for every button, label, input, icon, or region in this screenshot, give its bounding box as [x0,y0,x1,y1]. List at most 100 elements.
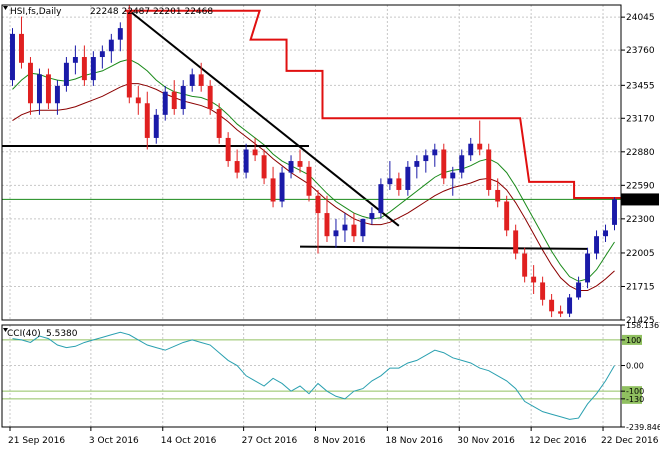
candle-body [279,172,285,202]
candle-body [153,114,159,138]
cci-label: CCI(40) [7,329,41,339]
candle-body [531,276,537,283]
candle-body [261,155,267,179]
y-tick-label: 23170 [626,114,655,124]
candle-body [171,91,177,110]
candle-body [549,299,555,312]
y-tick-label: 22880 [626,148,655,158]
y-tick-label: 23760 [626,46,655,56]
cci-line [12,331,615,420]
candle-body [162,91,168,115]
cci-tick-label: 100 [626,336,641,345]
candle-body [603,230,608,237]
candle-body [90,57,96,81]
candle-body [486,149,492,190]
candle-body [288,161,294,173]
candle-body [378,184,384,214]
resistance-step-line [124,9,628,200]
candle-body [477,143,483,150]
y-tick-label: 21715 [626,282,655,292]
candle-body [306,166,312,196]
candle-body [441,149,447,179]
y-tick-label: 22005 [626,249,655,259]
candle-body [252,149,258,156]
collapse-arrow-icon [3,6,8,10]
candle-body [585,253,591,283]
cci-collapse-arrow-icon [3,328,8,332]
candle-body [459,155,465,173]
candle-body [27,62,33,104]
cci-value: 5.5380 [46,329,78,339]
x-tick-label: 21 Sep 2016 [8,436,65,446]
candle-body [45,74,51,104]
candle-body [351,224,357,237]
candle-body [504,201,510,231]
candle-body [198,74,204,86]
candle-body [243,149,249,173]
x-tick-label: 30 Nov 2016 [457,436,515,446]
candle-body [72,57,78,63]
downtrend-line [128,9,400,227]
candle-body [558,311,564,314]
candle-body [333,230,339,237]
candle-body [369,213,375,219]
candle-body [234,161,240,173]
candle-body [207,85,213,110]
cci-tick-label: -130 [626,395,644,404]
candle-body [99,51,105,58]
y-tick-label: 24045 [626,13,655,23]
candle-body [360,218,366,237]
cci-level-tag [622,386,642,397]
candle-body [315,195,321,214]
candle-body [36,74,42,104]
candle-body [432,149,438,156]
candle-body [468,143,474,156]
candle-body [180,85,186,110]
candle-body [396,178,402,190]
cci-level-tag [622,393,642,404]
x-tick-label: 27 Oct 2016 [242,436,298,446]
candle-body [540,282,546,300]
last-price-tag [621,193,659,206]
candle-body [216,109,222,138]
candle-body [414,161,420,167]
candle-body [495,189,501,202]
candle-body [10,33,15,81]
candle-body [450,172,456,179]
candle-body [270,178,276,202]
ma-fast-line [12,58,615,282]
candle-body [576,282,582,298]
ma-slow-line [12,83,615,292]
candle-body [63,62,69,86]
cci-tick-label: 0.00 [626,362,644,371]
y-tick-label: 22590 [626,181,655,191]
y-tick-label: 21425 [626,316,655,326]
ohlc-values: 22248 22487 22201 22468 [90,7,213,17]
x-tick-label: 12 Dec 2016 [529,436,587,446]
candle-body [117,28,123,40]
candle-body [423,155,429,162]
last-price-label: 22468 [624,195,653,205]
x-tick-label: 3 Oct 2016 [89,436,139,446]
candle-body [54,85,60,104]
candle-body [297,161,303,167]
candle-body [387,178,393,185]
candle-body [405,166,411,190]
cci-level-tag [622,334,642,345]
candle-body [135,97,141,104]
candle-body [19,33,24,63]
candle-body [108,39,114,52]
candle-body [81,57,87,81]
cci-tick-label: 158.1367 [626,321,660,330]
price-panel-frame [1,4,622,321]
candle-body [513,230,519,254]
candle-body [594,236,600,254]
candle-body [225,137,231,162]
candle-body [612,199,617,225]
candle-body [189,74,195,86]
support-line [300,245,588,250]
cci-panel-frame [1,324,622,428]
x-tick-label: 14 Oct 2016 [161,436,217,446]
